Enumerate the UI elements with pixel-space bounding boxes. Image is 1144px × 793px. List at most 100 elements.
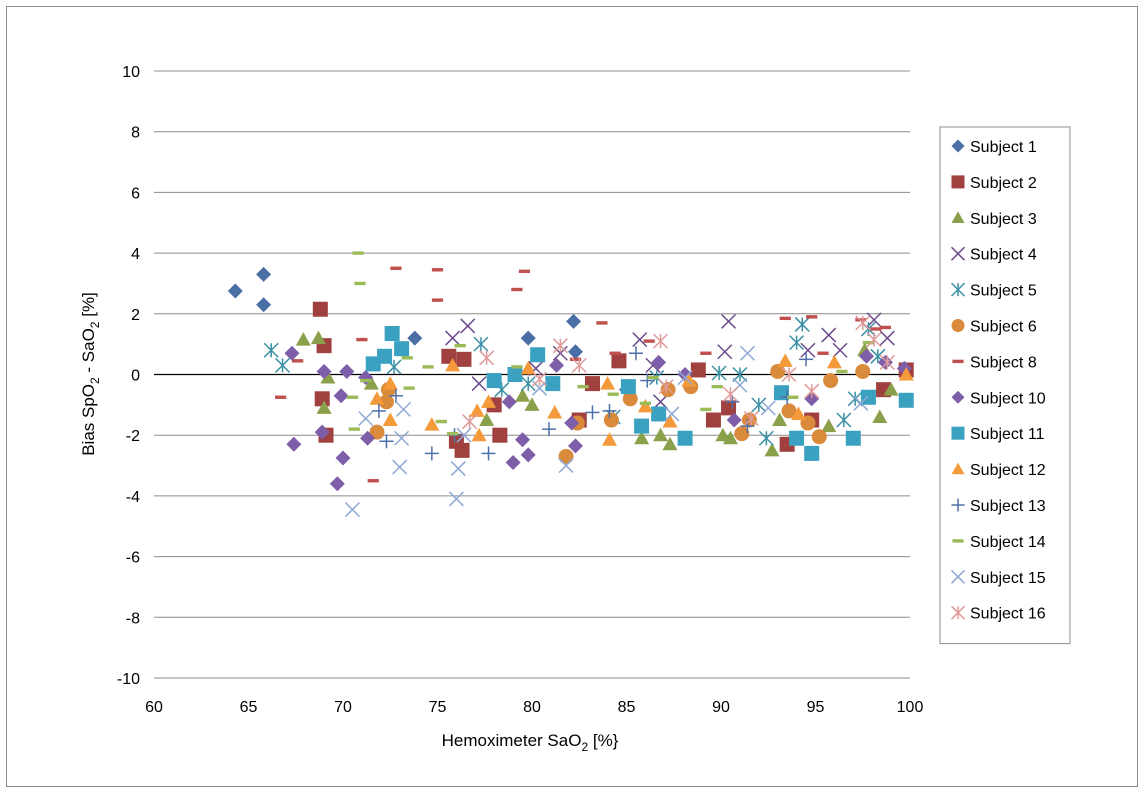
data-point <box>777 353 793 367</box>
x-tick-label: 95 <box>807 699 825 716</box>
series <box>344 345 869 518</box>
x-tick-labels: 60 65 70 75 80 85 90 95 100 <box>145 699 923 716</box>
legend-label: Subject 16 <box>970 606 1046 623</box>
data-point <box>855 363 871 379</box>
data-point <box>564 415 580 431</box>
data-point <box>354 281 366 286</box>
data-point <box>653 427 669 442</box>
legend-label: Subject 10 <box>970 390 1046 407</box>
legend-marker <box>952 539 964 543</box>
y-tick-label: -8 <box>126 610 140 627</box>
data-point <box>450 461 466 477</box>
data-point <box>377 348 393 364</box>
data-point <box>360 378 372 383</box>
legend-label: Subject 12 <box>970 462 1046 479</box>
data-point <box>456 427 472 443</box>
data-point <box>651 406 667 422</box>
x-axis-label: Hemoximeter SaO2 [%} <box>442 731 619 754</box>
data-point <box>356 337 368 342</box>
data-point <box>794 316 810 332</box>
data-point <box>369 391 385 405</box>
y-tick-label: -4 <box>126 489 140 506</box>
data-point <box>652 333 669 349</box>
data-point <box>585 405 600 420</box>
data-point <box>637 398 653 413</box>
y-axis-label: Bias SpO2 - SaO2 [%] <box>79 292 102 456</box>
data-point <box>348 427 360 431</box>
data-point <box>445 330 461 346</box>
data-point <box>602 403 617 418</box>
y-tick-label: -2 <box>126 428 140 445</box>
y-tick-label: -10 <box>117 671 140 688</box>
series <box>369 353 914 446</box>
data-point <box>770 363 786 379</box>
data-point <box>558 458 574 474</box>
data-point <box>552 345 568 361</box>
data-point <box>620 379 636 395</box>
legend-marker <box>951 211 965 223</box>
data-point <box>256 297 272 313</box>
data-point <box>424 417 440 431</box>
data-point <box>607 392 619 396</box>
series <box>369 363 871 464</box>
series <box>371 346 814 461</box>
data-point <box>524 397 540 411</box>
data-point <box>717 344 733 360</box>
data-point <box>479 412 495 427</box>
data-point <box>789 430 805 446</box>
data-point <box>751 397 767 413</box>
data-point <box>662 414 678 428</box>
data-point <box>369 424 385 440</box>
data-point <box>274 357 291 373</box>
data-point <box>515 388 531 402</box>
data-point <box>367 479 379 483</box>
data-point <box>804 383 820 399</box>
data-point <box>558 448 574 464</box>
data-points <box>227 251 914 518</box>
y-tick-labels: -10 -8 -6 -4 -2 0 2 4 6 8 10 <box>117 64 140 688</box>
data-point <box>601 432 617 446</box>
data-point <box>643 339 655 343</box>
data-point <box>760 400 776 416</box>
data-point <box>823 373 839 389</box>
data-point <box>722 386 738 402</box>
data-point <box>310 330 326 345</box>
data-point <box>647 375 659 380</box>
data-point <box>609 351 621 355</box>
data-point <box>681 373 697 387</box>
data-point <box>639 401 651 406</box>
data-point <box>542 422 557 437</box>
data-point <box>640 373 655 388</box>
data-point <box>711 365 727 381</box>
data-point <box>329 476 345 492</box>
data-point <box>292 359 304 363</box>
data-point <box>320 370 336 384</box>
data-point <box>462 414 478 430</box>
data-point <box>705 412 721 428</box>
data-point <box>460 318 476 334</box>
data-point <box>711 384 723 389</box>
data-point <box>481 446 496 461</box>
data-point <box>447 431 459 436</box>
series <box>445 312 895 410</box>
data-point <box>700 407 712 412</box>
data-point <box>866 312 882 328</box>
y-tick-label: 8 <box>131 125 140 142</box>
data-point <box>530 347 546 363</box>
data-point <box>764 442 780 457</box>
data-point <box>870 327 882 331</box>
data-point <box>634 430 650 445</box>
data-point <box>651 354 667 370</box>
data-point <box>821 327 837 343</box>
series <box>462 315 895 430</box>
data-point <box>567 438 583 454</box>
data-point <box>314 391 330 407</box>
data-point <box>469 403 485 417</box>
data-point <box>286 436 302 452</box>
data-point <box>855 315 871 331</box>
data-point <box>284 345 300 361</box>
data-point <box>492 427 508 443</box>
data-point <box>596 321 608 325</box>
data-point <box>505 455 521 471</box>
y-tick-label: 6 <box>131 185 140 202</box>
